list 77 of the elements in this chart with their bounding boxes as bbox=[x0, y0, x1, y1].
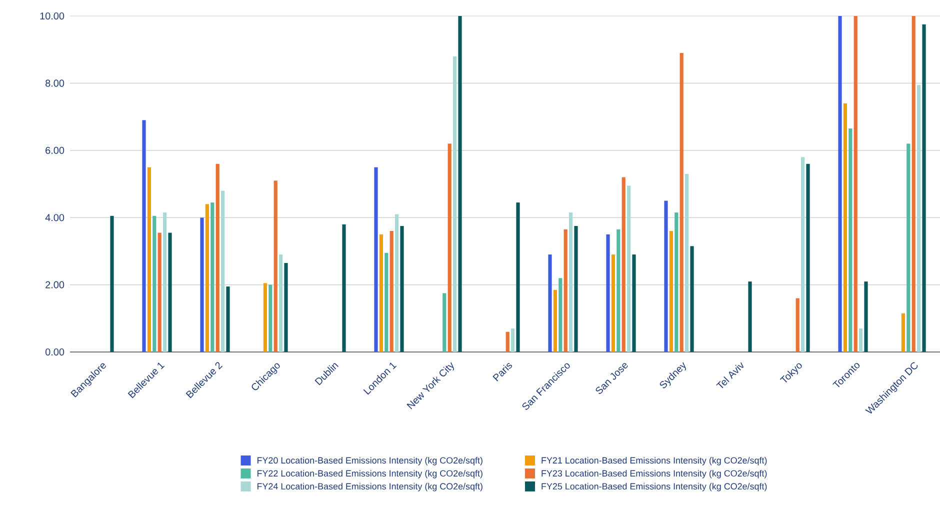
bar bbox=[685, 174, 689, 352]
bar bbox=[864, 281, 868, 352]
bar bbox=[142, 120, 146, 352]
bar bbox=[912, 16, 916, 352]
y-tick-label: 4.00 bbox=[45, 214, 64, 222]
bar bbox=[110, 216, 114, 352]
bar bbox=[574, 226, 578, 352]
bar bbox=[453, 56, 457, 352]
bar bbox=[664, 200, 668, 352]
bar bbox=[859, 328, 863, 352]
bar bbox=[901, 313, 906, 352]
bar bbox=[848, 128, 852, 352]
bar bbox=[806, 164, 810, 352]
bar bbox=[448, 144, 452, 352]
bar bbox=[801, 157, 805, 352]
bar bbox=[906, 144, 910, 352]
bar bbox=[374, 167, 378, 352]
bar bbox=[611, 254, 616, 352]
bar bbox=[200, 218, 204, 352]
bar bbox=[147, 167, 151, 352]
legend-label: FY22 Location-Based Emissions Intensity (kg CO2e/sqft) bbox=[257, 470, 482, 478]
bar bbox=[922, 24, 926, 352]
y-tick-label: 0.00 bbox=[45, 348, 64, 356]
bar bbox=[379, 234, 384, 352]
bar bbox=[221, 190, 225, 352]
bar bbox=[279, 254, 283, 352]
bar bbox=[168, 232, 172, 352]
bar bbox=[669, 231, 674, 352]
bar bbox=[796, 298, 800, 352]
bar bbox=[854, 16, 858, 352]
bar bbox=[210, 202, 214, 352]
bar bbox=[390, 231, 394, 352]
legend-label: FY20 Location-Based Emissions Intensity (kg CO2e/sqft) bbox=[257, 456, 482, 466]
bar bbox=[516, 202, 520, 352]
bar bbox=[632, 254, 636, 352]
y-tick-label: 6.00 bbox=[46, 146, 64, 154]
bar bbox=[506, 332, 510, 352]
bar bbox=[226, 286, 230, 352]
bar bbox=[748, 281, 752, 352]
bar bbox=[843, 103, 848, 352]
bar bbox=[838, 16, 842, 352]
bar bbox=[622, 177, 626, 352]
legend-label: FY25 Location-Based Emissions Intensity (kg CO2e/sqft) bbox=[542, 482, 767, 492]
y-tick-label: 8.00 bbox=[46, 80, 64, 87]
bar bbox=[690, 246, 694, 352]
y-tick-label: 2.00 bbox=[46, 281, 64, 288]
bar bbox=[284, 262, 288, 352]
bar bbox=[163, 212, 167, 352]
bar bbox=[548, 254, 552, 352]
bar bbox=[205, 204, 209, 352]
legend-label: FY21 Location-Based Emissions Intensity (kg CO2e/sqft) bbox=[542, 456, 767, 466]
bar bbox=[274, 180, 278, 352]
y-tick-label: 10.00 bbox=[40, 12, 64, 20]
bar bbox=[569, 212, 573, 352]
bar bbox=[917, 84, 921, 352]
bar bbox=[564, 229, 568, 352]
bar bbox=[342, 224, 346, 352]
bar bbox=[152, 216, 156, 352]
bar bbox=[268, 284, 272, 352]
bar bbox=[558, 278, 562, 352]
bar bbox=[627, 186, 631, 352]
bar bbox=[158, 232, 162, 352]
bar bbox=[606, 234, 610, 352]
bar bbox=[553, 290, 558, 352]
bar bbox=[395, 214, 399, 352]
bar bbox=[384, 252, 388, 352]
bar bbox=[511, 328, 515, 352]
bar bbox=[458, 16, 462, 352]
bar bbox=[263, 283, 267, 352]
bar bbox=[680, 52, 684, 352]
bar bbox=[674, 212, 678, 352]
bar bbox=[616, 229, 620, 352]
bar bbox=[400, 226, 404, 352]
bar bbox=[216, 164, 220, 352]
bar bbox=[442, 293, 446, 352]
legend-label: FY24 Location-Based Emissions Intensity (kg CO2e/sqft) bbox=[257, 482, 482, 492]
legend-label: FY23 Location-Based Emissions Intensity (kg CO2e/sqft) bbox=[542, 470, 767, 478]
